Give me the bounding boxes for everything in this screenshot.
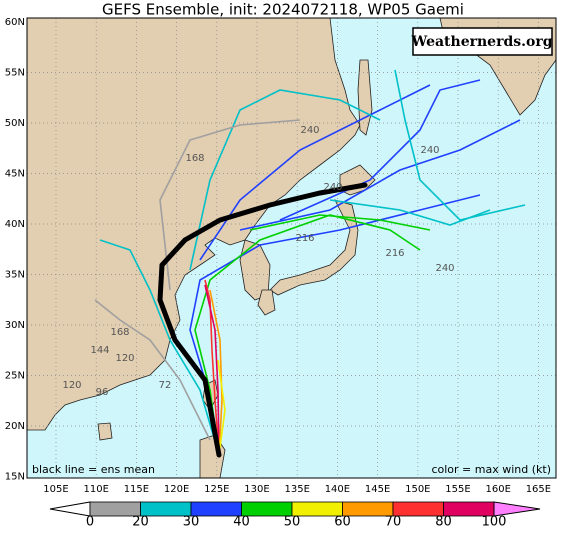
lon-labels: 105E 110E 115E 120E 125E 130E 135E 140E 145E 150E… [43, 484, 551, 495]
watermark-box [412, 27, 553, 56]
lon-label: 105E [43, 484, 68, 495]
lat-label: 55N [5, 68, 25, 79]
hour-label: 96 [96, 387, 109, 398]
note-left: black line = ens mean [32, 463, 155, 476]
lon-label: 120E [164, 484, 189, 495]
note-right: color = max wind (kt) [431, 463, 551, 476]
title: GEFS Ensemble, init: 2024072118, WP05 Ga… [102, 1, 464, 19]
hour-label: 240 [300, 125, 319, 136]
lat-label: 35N [5, 270, 25, 281]
lat-label: 50N [5, 118, 25, 129]
lon-label: 145E [365, 484, 390, 495]
lat-label: 20N [5, 421, 25, 432]
lat-label: 25N [5, 371, 25, 382]
hour-label: 216 [385, 248, 404, 259]
colorbar-label: 40 [233, 515, 250, 530]
colorbar-label: 80 [435, 515, 452, 530]
hour-label: 240 [435, 263, 454, 274]
hour-label: 216 [295, 233, 314, 244]
lon-label: 140E [325, 484, 350, 495]
colorbar-label: 60 [334, 515, 351, 530]
colorbar-label: 20 [132, 515, 149, 530]
hour-label: 120 [115, 353, 134, 364]
colorbar-label: 50 [284, 515, 301, 530]
hour-label: 168 [185, 153, 204, 164]
member-tracks [94, 69, 526, 456]
map-frame [26, 17, 557, 479]
hour-label: 240 [323, 182, 342, 193]
lon-label: 150E [405, 484, 430, 495]
hour-label: 72 [159, 380, 172, 391]
lon-label: 135E [284, 484, 309, 495]
colorbar-label: 100 [482, 515, 507, 530]
lon-label: 125E [204, 484, 229, 495]
lat-labels: 60N 55N 50N 45N 40N 35N 30N 25N 20N 15N [5, 17, 25, 483]
grid [27, 18, 556, 478]
colorbar-label: 70 [385, 515, 402, 530]
hour-label: 240 [420, 145, 439, 156]
colorbar-right-arrow [493, 501, 541, 517]
lon-label: 130E [244, 484, 269, 495]
hour-label: 168 [110, 327, 129, 338]
colorbar-label: 0 [86, 515, 94, 530]
colorbar-label: 30 [183, 515, 200, 530]
lat-label: 45N [5, 169, 25, 180]
lon-label: 160E [485, 484, 510, 495]
lat-label: 15N [5, 472, 25, 483]
lon-label: 155E [445, 484, 470, 495]
lon-label: 110E [83, 484, 108, 495]
hour-label: 144 [90, 345, 109, 356]
ensemble-mean-track [157, 182, 368, 458]
colorbar-left-arrow [49, 501, 91, 517]
lat-label: 40N [5, 219, 25, 230]
lat-label: 30N [5, 320, 25, 331]
lat-label: 60N [5, 17, 25, 28]
colorbar: 0 20 30 40 50 60 70 80 100 [49, 501, 541, 530]
watermark: Weathernerds.org [411, 34, 553, 50]
lon-label: 115E [124, 484, 149, 495]
lon-label: 165E [526, 484, 551, 495]
hour-label: 120 [62, 380, 81, 391]
